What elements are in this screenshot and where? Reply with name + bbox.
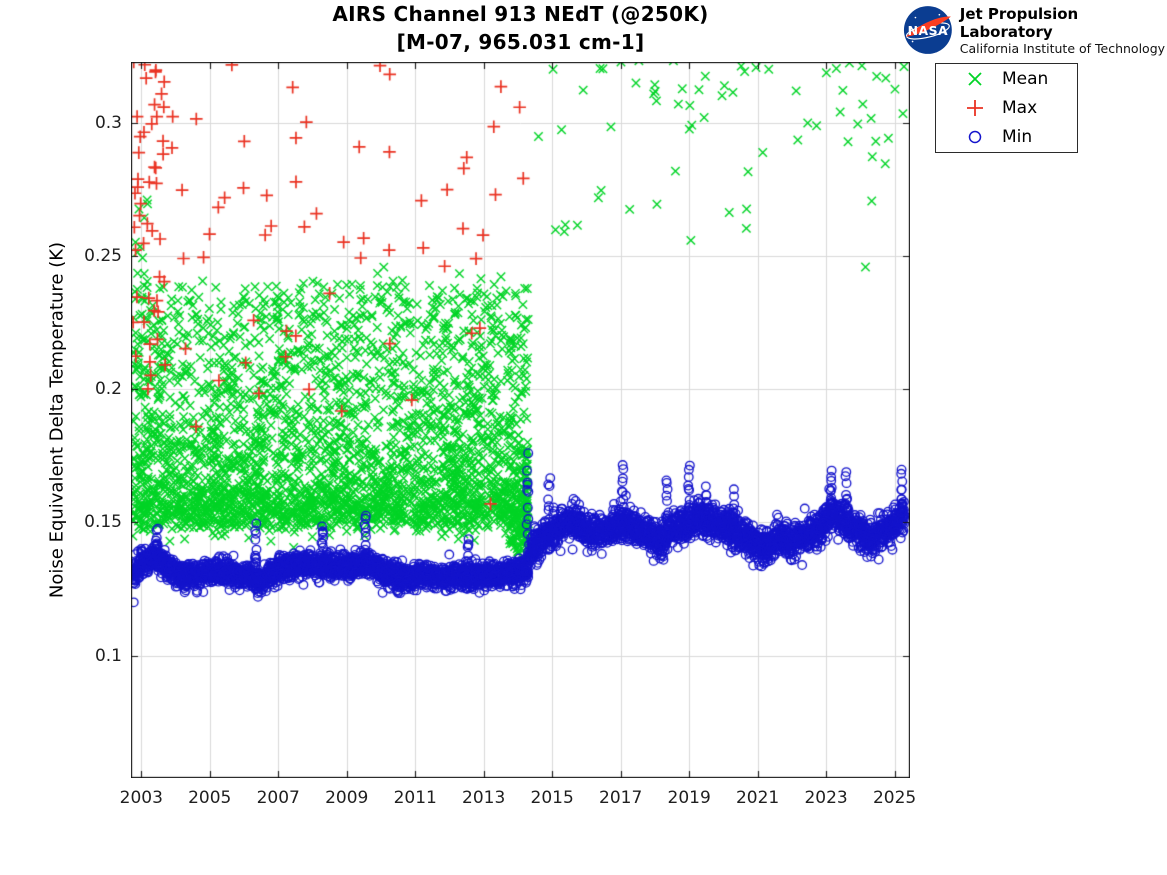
jpl-org-name: Jet Propulsion Laboratory bbox=[959, 4, 1079, 41]
x-tick-label: 2017 bbox=[599, 788, 643, 808]
chart-title-block: AIRS Channel 913 NEdT (@250K) [M-07, 965… bbox=[131, 2, 910, 54]
x-tick-label: 2023 bbox=[804, 788, 848, 808]
legend-label-max: Max bbox=[1002, 98, 1038, 118]
legend-item-mean: Mean bbox=[936, 65, 1077, 93]
y-tick-label: 0.15 bbox=[84, 512, 122, 533]
x-tick-label: 2005 bbox=[188, 788, 232, 808]
y-tick-label: 0.25 bbox=[84, 246, 122, 267]
chart-subtitle: [M-07, 965.031 cm-1] bbox=[396, 30, 645, 54]
x-tick-label: 2011 bbox=[393, 788, 437, 808]
legend-item-min: Min bbox=[936, 123, 1077, 151]
x-tick-label: 2015 bbox=[530, 788, 574, 808]
chart-title: AIRS Channel 913 NEdT (@250K) bbox=[332, 2, 709, 26]
y-tick-label: 0.1 bbox=[94, 645, 122, 666]
y-axis-label: Noise Equivalent Delta Temperature (K) bbox=[46, 241, 68, 599]
legend-item-max: Max bbox=[936, 94, 1077, 122]
jpl-institute-name: California Institute of Technology bbox=[959, 40, 1166, 56]
x-tick-label: 2013 bbox=[462, 788, 506, 808]
nasa-logo-text: NASA bbox=[908, 23, 949, 38]
x-tick-label: 2019 bbox=[667, 788, 711, 808]
scatter-plot-canvas bbox=[131, 62, 910, 778]
x-tick-label: 2025 bbox=[872, 788, 917, 808]
min-marker-icon bbox=[968, 130, 982, 144]
y-tick-label: 0.2 bbox=[94, 379, 122, 400]
x-tick-label: 2003 bbox=[119, 788, 163, 808]
x-tick-label: 2009 bbox=[325, 788, 369, 808]
nasa-logo-icon: NASA bbox=[903, 6, 952, 54]
x-tick-label: 2007 bbox=[256, 788, 300, 808]
legend-label-mean: Mean bbox=[1002, 69, 1049, 89]
mean-marker-icon bbox=[968, 72, 982, 86]
legend: Mean Max Min bbox=[935, 63, 1078, 153]
plot-area bbox=[131, 62, 910, 778]
y-tick-label: 0.3 bbox=[94, 113, 122, 134]
jpl-branding: NASA Jet Propulsion Laboratory Californi… bbox=[903, 4, 1167, 56]
legend-label-min: Min bbox=[1002, 127, 1033, 147]
max-marker-icon bbox=[967, 100, 983, 116]
jpl-text-block: Jet Propulsion Laboratory California Ins… bbox=[960, 5, 1167, 56]
x-tick-label: 2021 bbox=[735, 788, 780, 808]
